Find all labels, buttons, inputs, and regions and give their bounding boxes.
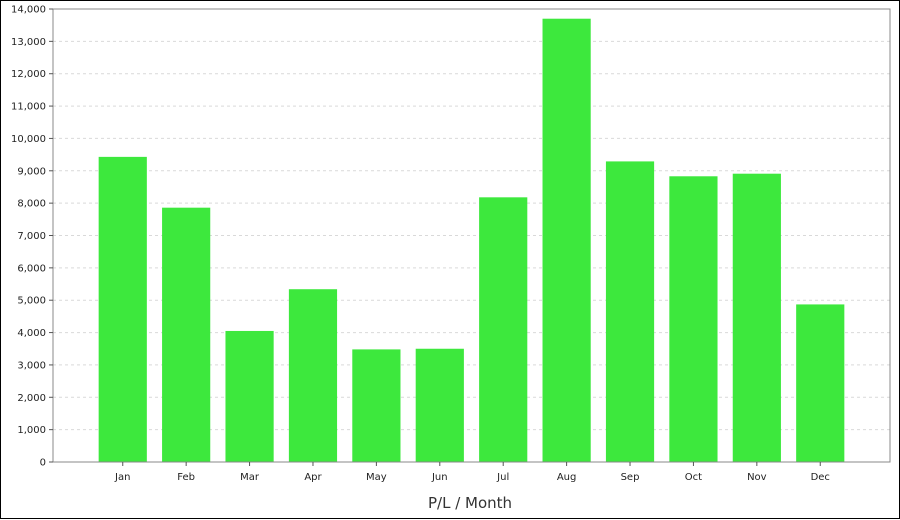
bar-jun: [415, 348, 464, 462]
x-axis-ticks: Jan Feb Mar Apr May Jun Jul Aug Sep Oct Nov Dec: [114, 462, 830, 483]
x-tick-label: May: [366, 472, 387, 483]
bar-feb: [162, 207, 211, 462]
x-tick-label: Dec: [811, 472, 830, 483]
x-tick-label: Nov: [747, 472, 767, 483]
y-tick-label: 5,000: [17, 296, 46, 307]
x-tick-label: Jul: [496, 472, 509, 483]
x-tick-label: Apr: [304, 472, 322, 483]
x-tick-label: Mar: [240, 472, 260, 483]
bar-oct: [669, 176, 718, 462]
y-tick-label: 10,000: [11, 134, 46, 145]
bar-nov: [732, 173, 781, 462]
bar-dec: [796, 304, 845, 462]
x-tick-label: Jan: [114, 472, 130, 483]
x-axis-title: P/L / Month: [428, 494, 512, 512]
y-tick-label: 3,000: [17, 360, 46, 371]
bar-jul: [479, 197, 528, 462]
y-tick-label: 12,000: [11, 69, 46, 80]
y-tick-label: 11,000: [11, 102, 46, 113]
x-tick-label: Oct: [685, 472, 702, 483]
y-tick-label: 7,000: [17, 231, 46, 242]
x-tick-label: Feb: [177, 472, 195, 483]
y-tick-label: 13,000: [11, 37, 46, 48]
x-tick-label: Jun: [431, 472, 448, 483]
bar-mar: [225, 330, 274, 462]
x-tick-label: Sep: [621, 472, 640, 483]
y-tick-label: 1,000: [17, 425, 46, 436]
x-tick-label: Aug: [557, 472, 577, 483]
y-tick-label: 9,000: [17, 166, 46, 177]
y-tick-label: 6,000: [17, 263, 46, 274]
bar-may: [352, 349, 401, 462]
y-tick-label: 0: [40, 458, 46, 469]
bar-aug: [542, 18, 591, 462]
bars: [98, 18, 845, 463]
y-tick-label: 8,000: [17, 199, 46, 210]
y-tick-label: 2,000: [17, 393, 46, 404]
bar-sep: [605, 161, 655, 462]
y-tick-label: 4,000: [17, 328, 46, 339]
bar-apr: [288, 289, 338, 462]
bar-jan: [98, 156, 147, 463]
y-axis-ticks: 0 1,000 2,000 3,000 4,000 5,000 6,000 7,000 8,00…: [11, 5, 53, 469]
y-tick-label: 14,000: [11, 5, 46, 16]
